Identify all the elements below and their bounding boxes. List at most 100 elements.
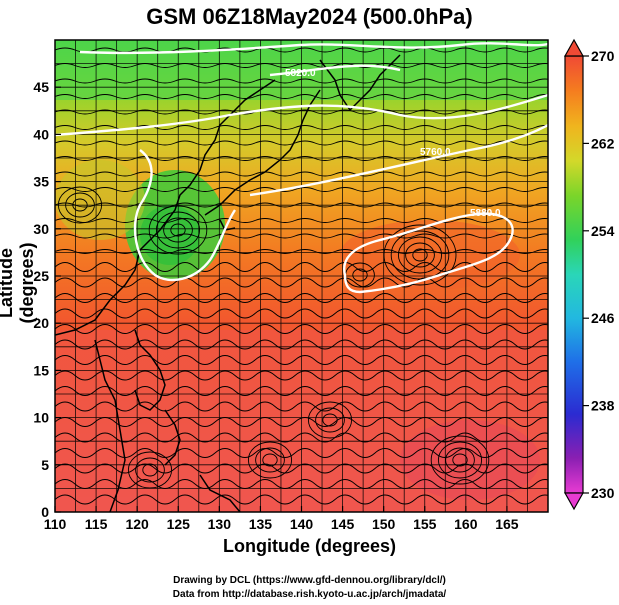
streamline xyxy=(55,218,548,223)
colorbar-min-arrow xyxy=(563,492,585,511)
x-tick-label: 125 xyxy=(167,516,191,532)
y-tick-label: 40 xyxy=(33,126,49,142)
streamline-vortex xyxy=(163,217,193,243)
y-tick-label: 15 xyxy=(33,362,49,378)
x-tick-label: 145 xyxy=(331,516,355,532)
x-tick-label: 140 xyxy=(290,516,314,532)
colorbar-tick-label: 230 xyxy=(591,485,615,501)
streamline xyxy=(55,494,548,505)
x-tick-label: 115 xyxy=(85,516,108,532)
streamline xyxy=(55,386,548,396)
streamline-vortex xyxy=(72,198,88,212)
y-tick-label: 10 xyxy=(33,410,49,426)
streamline xyxy=(55,432,548,443)
colorbar-tick-label: 270 xyxy=(591,48,615,64)
streamline-vortex xyxy=(57,186,103,224)
credit-data: Data from http://database.rish.kyoto-u.a… xyxy=(172,589,447,600)
streamline-vortex xyxy=(148,205,208,255)
colorbar-gradient xyxy=(564,55,584,494)
streamline xyxy=(55,63,548,68)
streamline xyxy=(55,94,548,99)
colorbar-tick-label: 246 xyxy=(591,310,615,326)
contour-labels: 5880.0 5820.0 5760.0 xyxy=(285,68,501,219)
x-tick-label: 110 xyxy=(44,516,67,532)
streamline xyxy=(55,324,548,334)
y-tick-label: 45 xyxy=(33,79,49,95)
streamline xyxy=(55,417,548,427)
streamline-vortex xyxy=(352,268,368,282)
streamline-vortex xyxy=(322,413,338,427)
streamline-vortex xyxy=(405,242,435,268)
streamline-vortex xyxy=(437,441,483,479)
streamline xyxy=(55,355,548,365)
streamline-vortex xyxy=(390,230,450,280)
streamline xyxy=(55,448,548,458)
streamline-vortex xyxy=(430,435,490,485)
streamline xyxy=(55,202,548,208)
colorbar-max-arrow xyxy=(563,38,585,57)
contour-label-north: 5820.0 xyxy=(285,68,316,79)
x-tick-label: 165 xyxy=(495,516,519,532)
x-axis-ticks: 110 115 120 125 130 135 140 145 150 155 160 165 xyxy=(44,506,519,532)
x-tick-label: 130 xyxy=(208,516,232,532)
y-tick-label: 25 xyxy=(33,268,49,284)
streamline xyxy=(55,308,548,319)
streamline xyxy=(55,156,548,161)
streamline-vortex xyxy=(315,407,345,433)
streamline xyxy=(55,249,548,254)
colorbar: 270 262 254 246 238 230 xyxy=(563,38,615,511)
streamline-vortex xyxy=(135,457,165,483)
map-title: GSM 06Z18May2024 (500.0hPa) xyxy=(146,4,473,29)
streamline-vortex xyxy=(65,192,95,218)
streamline-vortex xyxy=(452,453,468,467)
coastlines xyxy=(55,54,401,512)
streamline xyxy=(55,187,548,192)
streamline-vortex xyxy=(255,447,285,473)
y-axis-ticks: 0 5 10 15 20 25 30 35 40 45 xyxy=(33,79,61,520)
x-tick-label: 120 xyxy=(125,516,149,532)
streamline xyxy=(55,479,548,489)
streamline-vortex xyxy=(155,211,201,249)
x-tick-label: 135 xyxy=(249,516,273,532)
streamline-vortex xyxy=(247,441,293,479)
streamline xyxy=(55,109,548,115)
streamline xyxy=(55,233,548,239)
contour-label-mid: 5760.0 xyxy=(420,147,451,158)
credit-drawing: Drawing by DCL (https://www.gfd-dennou.o… xyxy=(173,575,446,586)
streamline-vortex xyxy=(412,248,428,262)
streamline-vortex xyxy=(170,223,186,237)
streamline xyxy=(55,370,548,381)
y-tick-label: 0 xyxy=(41,504,49,520)
streamline xyxy=(55,140,548,146)
streamline xyxy=(55,339,548,350)
streamline xyxy=(55,47,548,53)
streamline xyxy=(55,171,548,177)
streamline xyxy=(55,78,548,84)
contour-label-east: 5880.0 xyxy=(470,208,501,219)
y-tick-label: 30 xyxy=(33,221,49,237)
x-axis-label: Longitude (degrees) xyxy=(222,536,396,556)
x-tick-label: 160 xyxy=(454,516,478,532)
streamline-vortex xyxy=(445,447,475,473)
x-tick-label: 150 xyxy=(372,516,396,532)
streamline xyxy=(55,401,548,412)
streamline xyxy=(55,277,548,288)
y-tick-label: 20 xyxy=(33,315,49,331)
colorbar-tick-label: 238 xyxy=(591,398,615,414)
streamline-vortex xyxy=(127,451,173,489)
colorbar-tick-label: 262 xyxy=(591,135,615,151)
height-contours xyxy=(55,42,548,294)
streamline-vortex xyxy=(383,224,457,286)
streamline xyxy=(55,293,548,303)
wind-streamlines xyxy=(55,47,548,505)
streamline-vortex xyxy=(307,401,353,439)
streamline-vortex xyxy=(142,463,158,477)
y-tick-label: 5 xyxy=(41,457,49,473)
x-tick-label: 155 xyxy=(413,516,437,532)
streamline-vortex xyxy=(262,453,278,467)
y-tick-label: 35 xyxy=(33,174,49,190)
y-axis-label: Latitude (degrees) xyxy=(0,242,37,324)
streamline-vortex xyxy=(397,236,443,274)
colorbar-tick-label: 254 xyxy=(591,223,615,239)
